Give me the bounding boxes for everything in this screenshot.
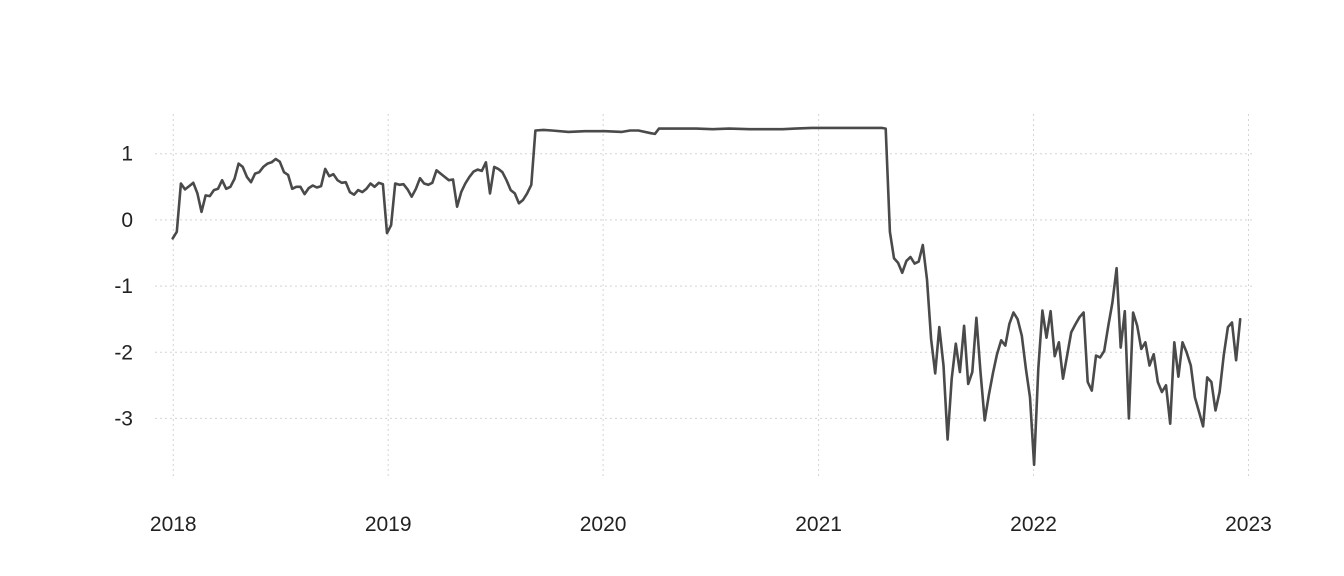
series-group [171,126,1242,467]
x-tick-label: 2022 [1010,513,1057,536]
vertical-gridlines [172,114,1249,478]
y-tick-label: 1 [121,143,133,166]
x-axis-tick-labels: 2018 2019 2020 2021 2022 2023 [150,513,1272,536]
x-tick-label: 2018 [150,513,197,536]
y-tick-label: 0 [121,209,133,232]
x-tick-label: 2019 [365,513,412,536]
x-tick-label: 2023 [1225,513,1272,536]
y-tick-label: -3 [114,407,133,430]
series-line-0 [171,126,1242,467]
x-tick-label: 2020 [580,513,627,536]
y-axis-tick-labels: 1 0 -1 -2 -3 [114,143,133,431]
x-tick-label: 2021 [795,513,842,536]
y-tick-label: -1 [114,275,133,298]
y-tick-label: -2 [114,341,133,364]
